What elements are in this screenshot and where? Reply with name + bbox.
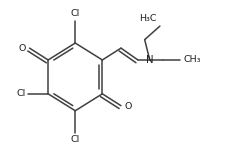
Text: O: O xyxy=(19,44,26,53)
Text: Cl: Cl xyxy=(71,135,80,144)
Text: N: N xyxy=(146,55,154,65)
Text: Cl: Cl xyxy=(71,9,80,19)
Text: CH₃: CH₃ xyxy=(184,55,201,65)
Text: H₃C: H₃C xyxy=(139,14,157,23)
Text: O: O xyxy=(124,102,132,111)
Text: Cl: Cl xyxy=(17,89,26,98)
